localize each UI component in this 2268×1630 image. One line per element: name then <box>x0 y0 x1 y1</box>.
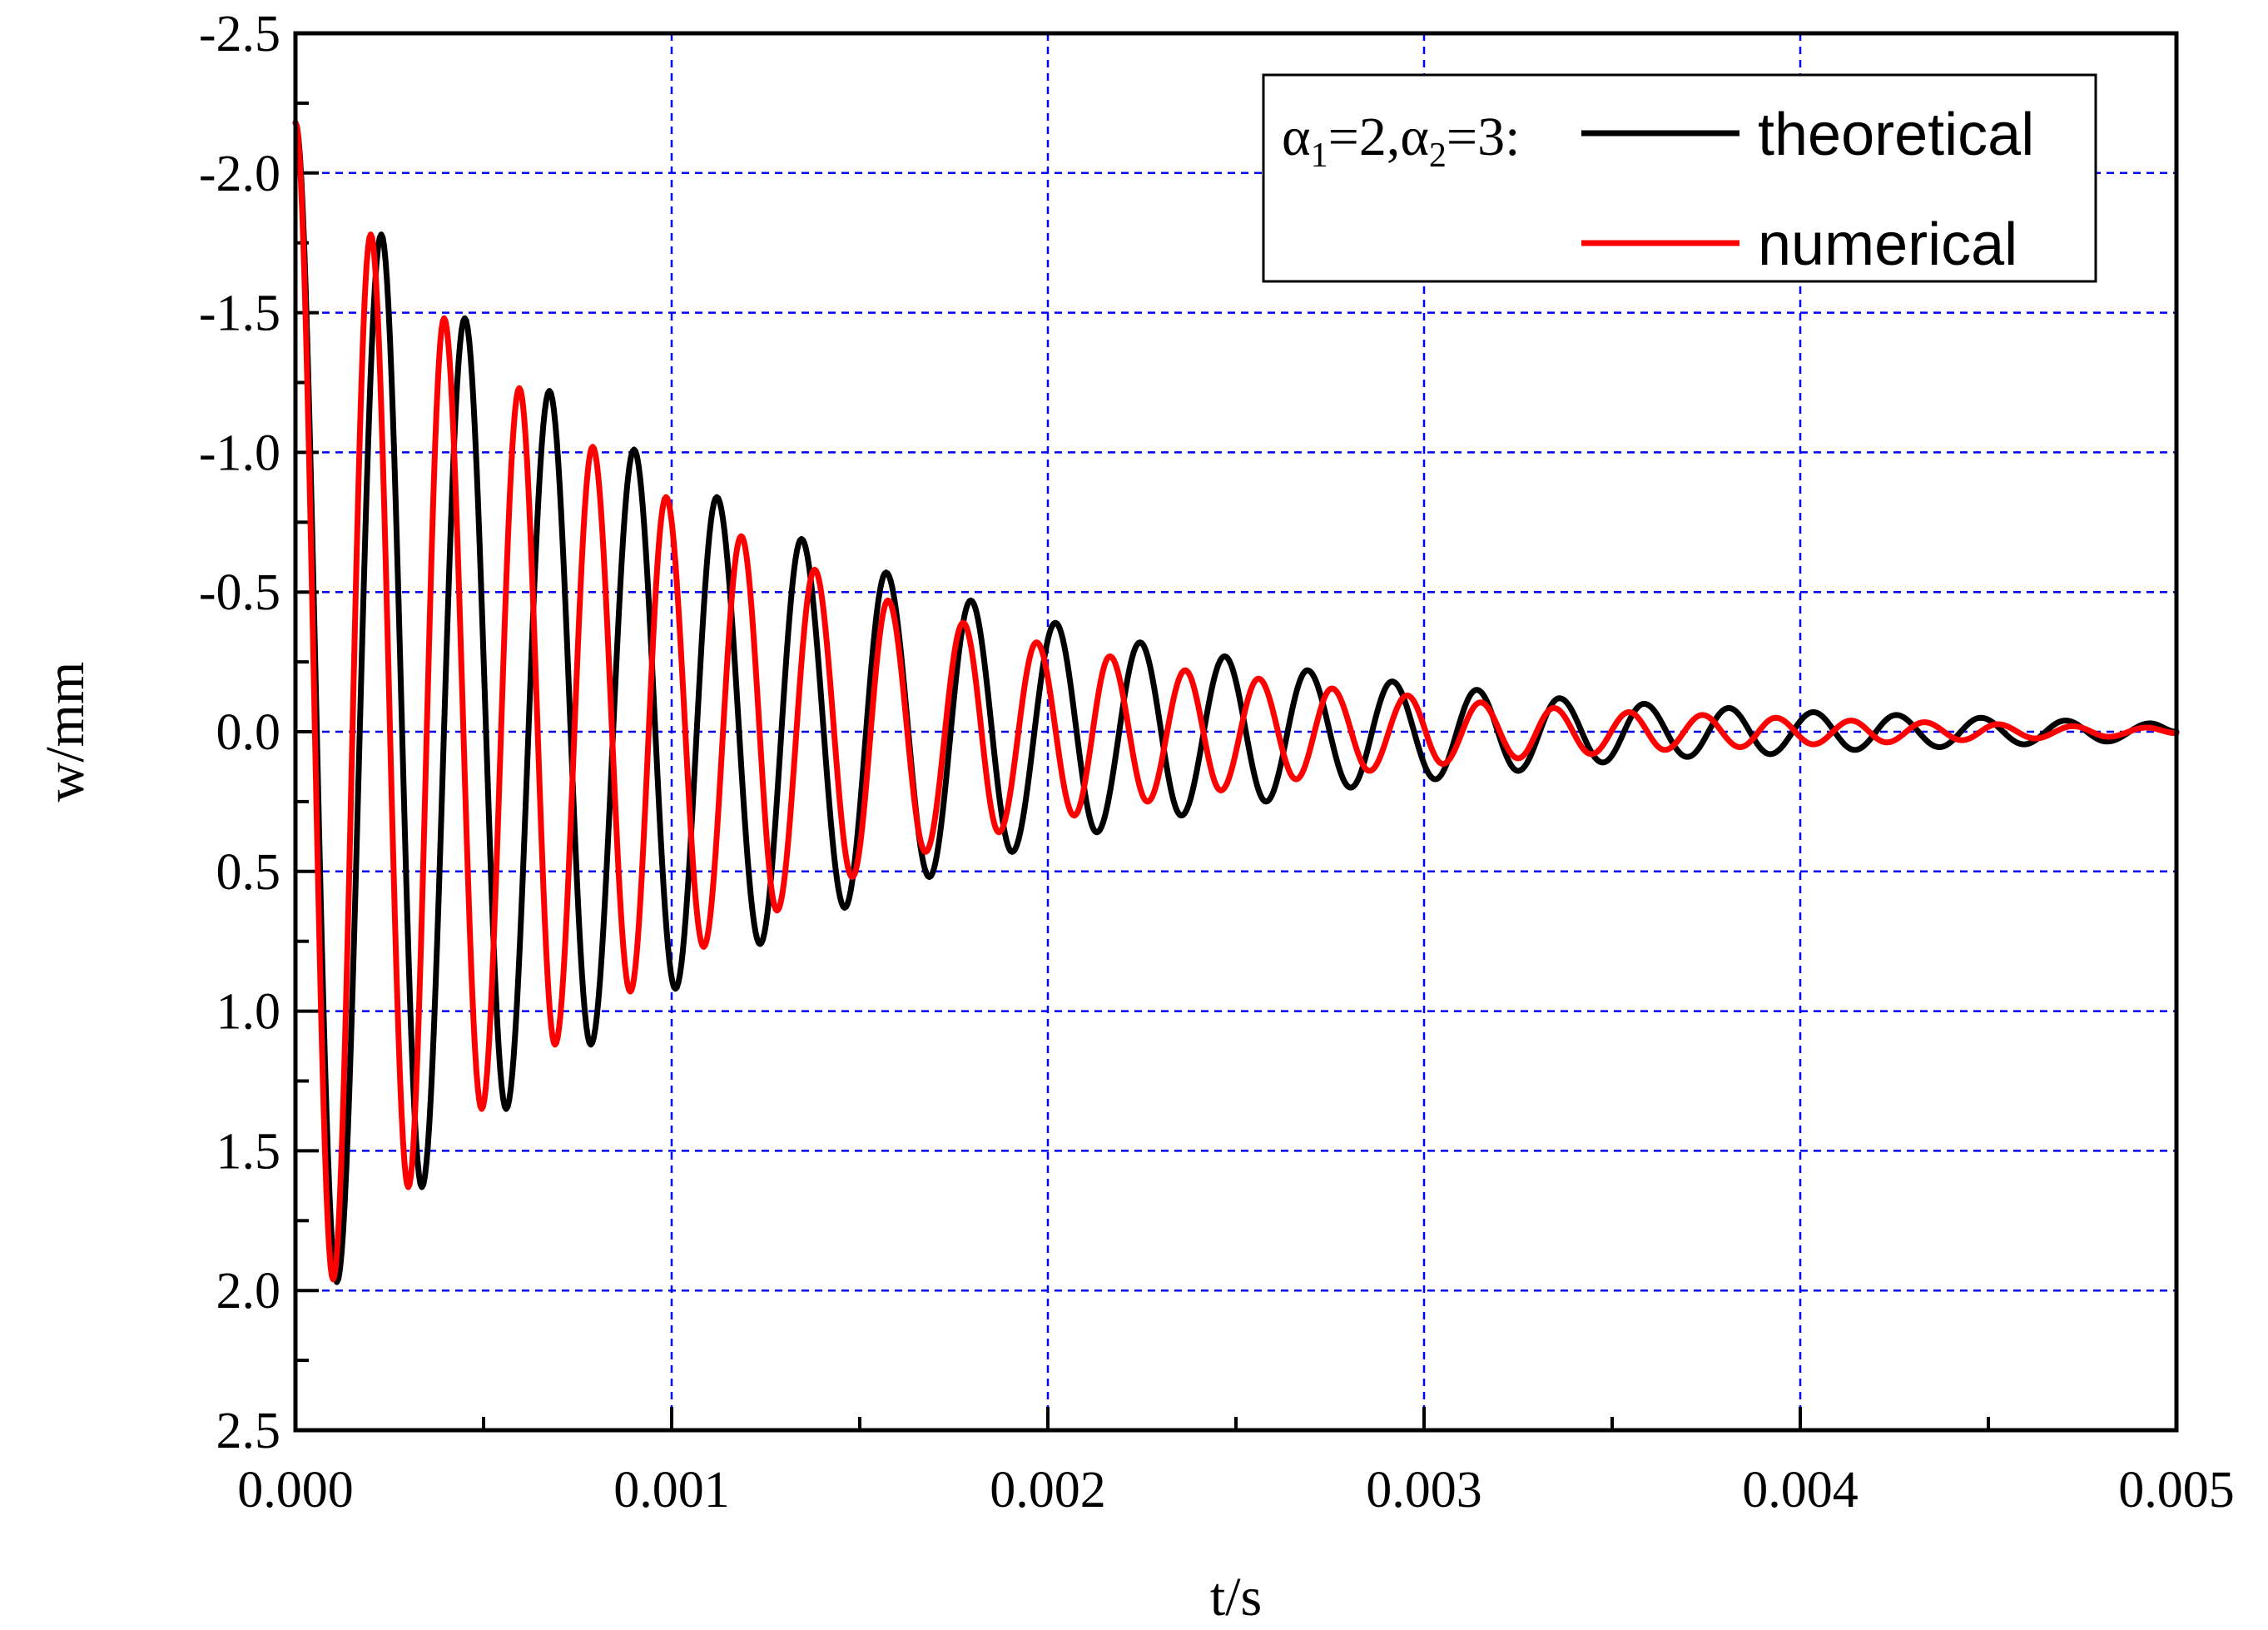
series-layer <box>292 119 2180 1285</box>
legend-label-numerical: numerical <box>1758 211 2017 278</box>
y-axis-title: w/mm <box>35 662 96 803</box>
y-tick-label: 1.5 <box>216 1123 281 1180</box>
x-tick-label: 0.002 <box>990 1462 1106 1518</box>
legend-box <box>1262 73 2097 283</box>
y-tick-label: 2.5 <box>216 1403 281 1459</box>
series-line-numerical <box>292 119 2180 1283</box>
alpha1-symbol: α <box>1282 107 1311 167</box>
legend-label-theoretical: theoretical <box>1758 102 2034 168</box>
alpha2-symbol: α <box>1400 107 1429 167</box>
y-tick-label: 2.0 <box>216 1263 281 1319</box>
y-tick-label: -2.5 <box>199 6 280 62</box>
x-tick-labels: 0.000 0.001 0.002 0.003 0.004 0.005 <box>237 1462 2235 1518</box>
x-tick-label: 0.003 <box>1366 1462 1482 1518</box>
alpha2-value: =3: <box>1447 107 1521 167</box>
x-tick-label: 0.004 <box>1742 1462 1859 1518</box>
x-axis-title: t/s <box>1210 1567 1262 1628</box>
y-tick-label: -0.5 <box>199 564 280 621</box>
y-tick-label: 0.0 <box>216 704 281 761</box>
y-tick-label: 1.0 <box>216 984 281 1041</box>
y-tick-label: -1.5 <box>199 286 280 342</box>
x-tick-label: 0.005 <box>2118 1462 2235 1518</box>
alpha2-subscript: 2 <box>1429 137 1447 175</box>
y-tick-label: -2.0 <box>199 146 280 202</box>
y-tick-label: -1.0 <box>199 425 280 481</box>
alpha1-value: =2, <box>1328 107 1401 167</box>
alpha1-subscript: 1 <box>1311 137 1328 175</box>
legend-parameter-label: α1=2,α2=3: <box>1282 107 1520 175</box>
y-tick-label: 0.5 <box>216 844 281 901</box>
plot-frame <box>293 31 2179 1433</box>
y-tick-labels: -2.5 -2.0 -1.5 -1.0 -0.5 0.0 0.5 1.0 1.5 2.0 2.5 <box>199 6 280 1459</box>
x-tick-label: 0.001 <box>613 1462 730 1518</box>
legend: α1=2,α2=3: theoretical numerical <box>1262 73 2097 283</box>
x-tick-label: 0.000 <box>237 1462 354 1518</box>
